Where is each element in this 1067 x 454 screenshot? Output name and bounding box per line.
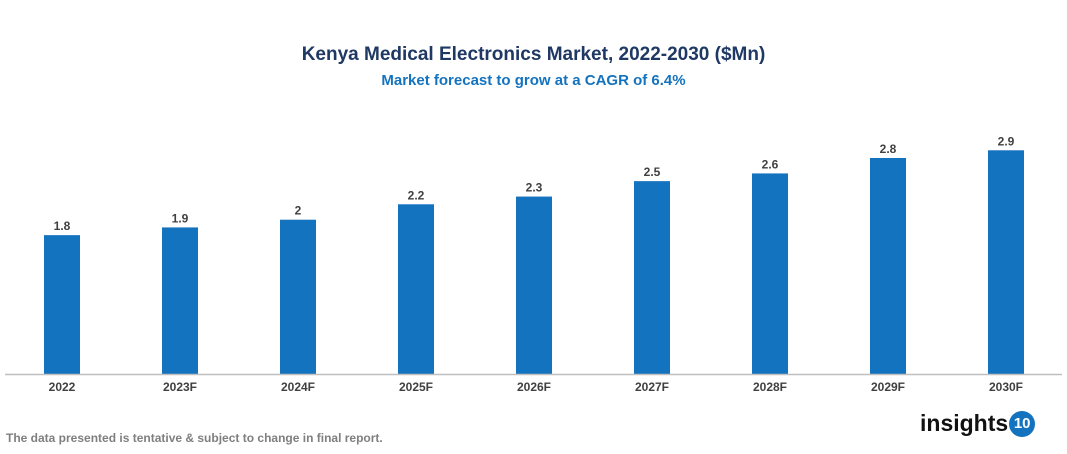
insights10-logo: insights 10 (920, 410, 1036, 437)
data-label: 2.3 (526, 181, 543, 195)
data-label: 2 (295, 204, 302, 218)
x-tick-label: 2023F (163, 380, 197, 394)
disclaimer-note: The data presented is tentative & subjec… (6, 431, 383, 445)
bar-2027F (634, 181, 670, 374)
data-label: 1.9 (172, 211, 189, 225)
data-label: 2.5 (644, 165, 661, 179)
bar-2026F (516, 196, 552, 374)
bar-2024F (280, 219, 316, 374)
x-tick-label: 2024F (281, 380, 315, 394)
bar-2030F (988, 150, 1024, 374)
logo-text: insights (920, 410, 1009, 436)
bar-2029F (870, 158, 906, 374)
data-label: 2.8 (880, 142, 897, 156)
chart-title: Kenya Medical Electronics Market, 2022-2… (301, 44, 766, 65)
logo-badge: 10 (1009, 410, 1036, 437)
x-tick-label: 2022 (49, 380, 76, 394)
bar-2028F (752, 173, 788, 374)
data-label: 2.9 (998, 134, 1015, 148)
x-tick-label: 2027F (635, 380, 669, 394)
x-tick-label: 2030F (989, 380, 1023, 394)
data-label: 1.8 (54, 219, 71, 233)
x-tick-label: 2026F (517, 380, 551, 394)
data-label: 2.6 (762, 157, 779, 171)
x-tick-label: 2029F (871, 380, 905, 394)
data-label: 2.2 (408, 188, 425, 202)
x-tick-label: 2028F (753, 380, 787, 394)
bar-2023F (162, 227, 198, 374)
bar-2025F (398, 204, 434, 374)
chart-subtitle: Market forecast to grow at a CAGR of 6.4… (381, 72, 686, 89)
x-tick-label: 2025F (399, 380, 433, 394)
bar-2022 (44, 235, 80, 374)
